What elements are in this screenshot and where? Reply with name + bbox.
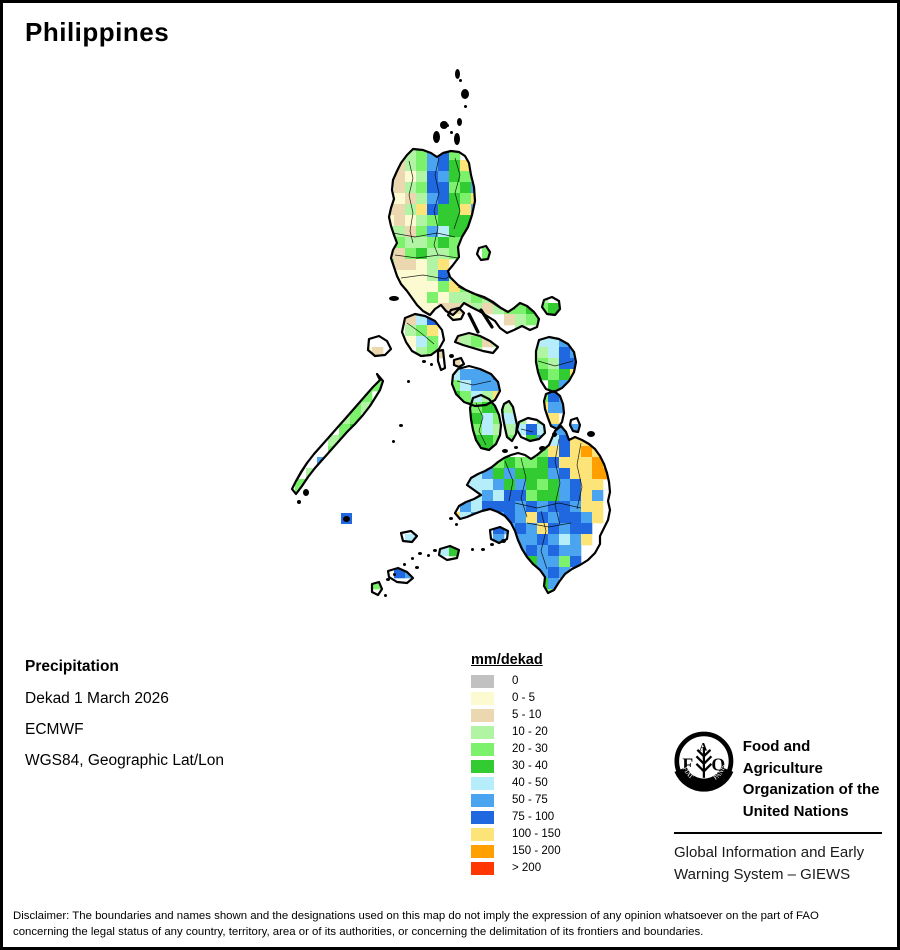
legend-row: 10 - 20 (471, 726, 561, 739)
legend-rows: 0 0 - 5 5 - 10 10 - 20 20 - 30 30 - 40 40 - 50… (471, 675, 561, 875)
legend-row: 30 - 40 (471, 760, 561, 773)
legend-row: 150 - 200 (471, 845, 561, 858)
legend-header: mm/dekad (471, 652, 543, 668)
legend-label: 50 - 75 (512, 794, 548, 806)
fao-block: F O A FIAT PANIS Food and Agriculture Or… (674, 729, 884, 886)
legend-swatch (471, 777, 494, 790)
legend-row: 40 - 50 (471, 777, 561, 790)
fao-org-name: Food and Agriculture Organization of the… (742, 738, 880, 820)
legend-swatch (471, 862, 494, 875)
legend-swatch (471, 845, 494, 858)
legend: mm/dekad 0 0 - 5 5 - 10 10 - 20 20 - 30 30 - … (471, 652, 561, 879)
legend-label: 100 - 150 (512, 828, 561, 840)
philippines-precipitation-map (290, 69, 612, 597)
legend-label: 150 - 200 (512, 845, 561, 857)
fao-logo-letter-o: O (711, 754, 725, 774)
legend-swatch (471, 743, 494, 756)
legend-label: 40 - 50 (512, 777, 548, 789)
info-dekad: Dekad 1 March 2026 (25, 690, 169, 707)
legend-swatch (471, 709, 494, 722)
legend-row: 20 - 30 (471, 743, 561, 756)
legend-label: 30 - 40 (512, 760, 548, 772)
legend-swatch (471, 828, 494, 841)
disclaimer-line-2: concerning the legal status of any count… (13, 925, 704, 938)
disclaimer: Disclaimer: The boundaries and names sho… (13, 909, 895, 940)
legend-label: 10 - 20 (512, 726, 548, 738)
legend-row: 75 - 100 (471, 811, 561, 824)
legend-swatch (471, 760, 494, 773)
info-heading: Precipitation (25, 658, 119, 675)
coastlines (290, 147, 612, 597)
legend-swatch (471, 675, 494, 688)
page-title: Philippines (25, 17, 170, 47)
map-info-block: Precipitation Dekad 1 March 2026 ECMWF W… (25, 658, 224, 783)
fao-divider (674, 832, 882, 834)
disclaimer-line-1: Disclaimer: The boundaries and names sho… (13, 910, 819, 922)
legend-row: 0 (471, 675, 561, 688)
legend-row: 50 - 75 (471, 794, 561, 807)
wheat-ear-icon (695, 746, 713, 778)
legend-label: 75 - 100 (512, 811, 555, 823)
fao-logo-letter-f: F (682, 754, 693, 774)
legend-swatch (471, 692, 494, 705)
legend-row: 100 - 150 (471, 828, 561, 841)
legend-swatch (471, 794, 494, 807)
legend-label: 5 - 10 (512, 709, 542, 721)
legend-swatch (471, 811, 494, 824)
legend-row: > 200 (471, 862, 561, 875)
info-projection: WGS84, Geographic Lat/Lon (25, 752, 225, 769)
legend-label: 0 (512, 675, 519, 687)
legend-label: > 200 (512, 862, 542, 874)
legend-label: 0 - 5 (512, 692, 536, 704)
small-islets (297, 69, 595, 597)
fao-logo: F O A FIAT PANIS (674, 731, 734, 792)
legend-row: 0 - 5 (471, 692, 561, 705)
legend-label: 20 - 30 (512, 743, 548, 755)
giews-label: Global Information and Early Warning Sys… (674, 844, 865, 883)
legend-row: 5 - 10 (471, 709, 561, 722)
info-source: ECMWF (25, 721, 84, 738)
legend-swatch (471, 726, 494, 739)
